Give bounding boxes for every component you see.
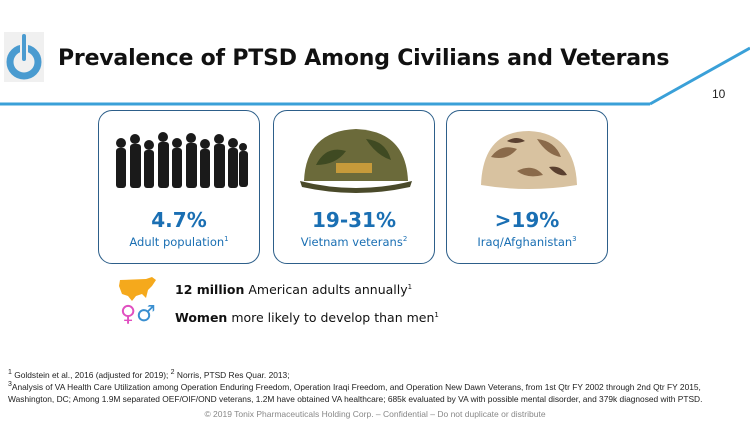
stat-card-vietnam: 19-31% Vietnam veterans2: [273, 110, 435, 264]
header-rule-slant: [649, 46, 750, 106]
page-number: 10: [712, 87, 726, 101]
fact-12-million: 12 million American adults annually1: [175, 282, 413, 297]
page-title: Prevalence of PTSD Among Civilians and V…: [58, 46, 670, 71]
stat-card-adults: 4.7% Adult population1: [98, 110, 260, 264]
stat-label: Adult population1: [129, 235, 229, 249]
footnote-1-2: 1 Goldstein et al., 2016 (adjusted for 2…: [8, 369, 290, 380]
header-decoration: [0, 46, 750, 106]
stat-label: Iraq/Afghanistan3: [477, 235, 577, 249]
crowd-silhouette-image: [116, 132, 248, 188]
fact-women: Women more likely to develop than men1: [175, 310, 439, 325]
us-map-icon: [119, 277, 156, 301]
gender-symbols-icon: ♀♂: [120, 302, 156, 327]
copyright-notice: © 2019 Tonix Pharmaceuticals Holding Cor…: [204, 409, 546, 419]
stat-label: Vietnam veterans2: [300, 235, 408, 249]
stat-value: >19%: [494, 208, 560, 232]
stat-value: 19-31%: [311, 208, 396, 232]
footnote-3: 3Analysis of VA Health Care Utilization …: [8, 381, 703, 404]
vietnam-helmet-image: [300, 129, 412, 193]
desert-helmet-image: [481, 131, 577, 189]
tonix-logo-icon: [4, 32, 44, 82]
stat-value: 4.7%: [151, 208, 207, 232]
stat-card-iraq-afghanistan: >19% Iraq/Afghanistan3: [446, 110, 608, 264]
